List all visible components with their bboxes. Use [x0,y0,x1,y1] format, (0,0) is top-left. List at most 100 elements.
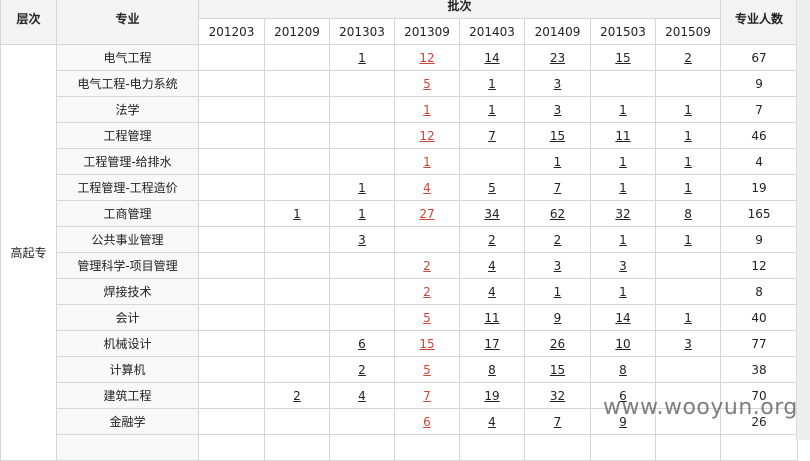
count-link[interactable]: 2 [358,362,366,377]
count-link[interactable]: 1 [423,154,431,169]
count-link[interactable]: 1 [423,102,431,117]
count-link[interactable]: 17 [484,336,500,351]
count-cell: 2 [329,356,395,383]
count-link[interactable]: 11 [615,128,631,143]
count-link[interactable]: 14 [484,50,500,65]
count-link[interactable]: 7 [553,414,562,429]
count-link[interactable]: 26 [549,336,566,351]
count-link[interactable]: 5 [423,76,431,91]
count-link[interactable]: 2 [423,258,431,273]
count-link[interactable]: 6 [619,388,627,403]
count-link[interactable]: 1 [553,154,562,169]
count-link[interactable]: 3 [553,102,562,117]
count-link[interactable]: 12 [419,128,435,143]
count-cell: 4 [459,278,525,305]
count-link[interactable]: 4 [488,258,496,273]
batch-header-cell: 201309 [394,18,460,45]
count-link[interactable]: 5 [423,362,431,377]
count-link[interactable]: 15 [549,128,566,143]
count-cell: 5 [459,174,525,201]
count-link[interactable]: 5 [423,310,431,325]
count-link[interactable]: 15 [419,336,435,351]
count-link[interactable]: 4 [358,388,366,403]
count-link[interactable]: 3 [553,76,562,91]
count-link[interactable]: 32 [549,388,566,403]
table-row: 工程管理 12 7 15 11 1 46 [1,122,799,149]
count-link[interactable]: 32 [615,206,631,221]
count-link[interactable]: 4 [488,284,496,299]
count-link[interactable]: 1 [619,154,627,169]
count-link[interactable]: 3 [358,232,366,247]
count-cell: 8 [459,356,525,383]
count-link[interactable]: 7 [553,180,562,195]
count-link[interactable]: 11 [484,310,500,325]
count-link[interactable]: 14 [615,310,631,325]
count-link[interactable]: 3 [553,258,562,273]
count-cell: 23 [524,44,591,71]
count-cell [198,252,265,279]
count-link[interactable]: 62 [549,206,566,221]
count-link[interactable]: 1 [358,180,366,195]
count-cell [198,200,265,227]
count-link[interactable]: 1 [684,232,692,247]
count-cell: 3 [524,96,591,123]
count-link[interactable]: 19 [484,388,500,403]
count-link[interactable]: 1 [293,206,301,221]
count-link[interactable]: 1 [684,310,692,325]
major-cell: 焊接技术 [56,278,199,305]
count-link[interactable]: 12 [419,50,435,65]
count-link[interactable]: 1 [619,232,627,247]
total-cell: 7 [720,96,799,123]
count-link[interactable]: 15 [549,362,566,377]
count-link[interactable]: 9 [619,414,627,429]
count-link[interactable]: 3 [619,258,627,273]
count-cell: 7 [524,174,591,201]
table-row: 工程管理-给排水 1 1 1 1 4 [1,148,799,175]
count-link[interactable]: 7 [423,388,431,403]
count-link[interactable]: 1 [684,102,692,117]
count-cell: 4 [459,408,525,435]
count-link[interactable]: 2 [684,50,692,65]
count-link[interactable]: 9 [553,310,562,325]
count-link[interactable]: 8 [488,362,496,377]
count-link[interactable]: 10 [615,336,631,351]
count-cell [264,330,330,357]
count-link[interactable]: 15 [615,50,631,65]
count-link[interactable]: 1 [684,180,692,195]
table-row: 焊接技术 2 4 1 1 8 [1,278,799,305]
count-cell: 9 [524,304,591,331]
count-link[interactable]: 2 [553,232,562,247]
count-link[interactable]: 34 [484,206,500,221]
count-link[interactable]: 1 [619,284,627,299]
count-link[interactable]: 4 [488,414,496,429]
count-link[interactable]: 1 [619,102,627,117]
count-cell: 1 [459,70,525,97]
count-link[interactable]: 1 [488,76,496,91]
count-link[interactable]: 7 [488,128,496,143]
count-link[interactable]: 8 [619,362,627,377]
count-cell: 2 [524,226,591,253]
vertical-scrollbar[interactable] [796,0,810,440]
count-link[interactable]: 1 [619,180,627,195]
count-link[interactable]: 1 [358,50,366,65]
count-link[interactable]: 1 [488,102,496,117]
count-cell [264,148,330,175]
count-link[interactable]: 5 [488,180,496,195]
count-link[interactable]: 6 [358,336,366,351]
count-link[interactable]: 2 [488,232,496,247]
count-link[interactable]: 23 [549,50,566,65]
count-link[interactable]: 6 [423,414,431,429]
count-link[interactable]: 1 [358,206,366,221]
count-cell [394,434,460,461]
count-link[interactable]: 1 [553,284,562,299]
count-cell: 34 [459,200,525,227]
count-link[interactable]: 4 [423,180,431,195]
count-cell: 4 [394,174,460,201]
count-link[interactable]: 8 [684,206,692,221]
count-link[interactable]: 3 [684,336,692,351]
count-link[interactable]: 27 [419,206,435,221]
count-link[interactable]: 1 [684,154,692,169]
count-link[interactable]: 1 [684,128,692,143]
count-link[interactable]: 2 [293,388,301,403]
count-link[interactable]: 2 [423,284,431,299]
